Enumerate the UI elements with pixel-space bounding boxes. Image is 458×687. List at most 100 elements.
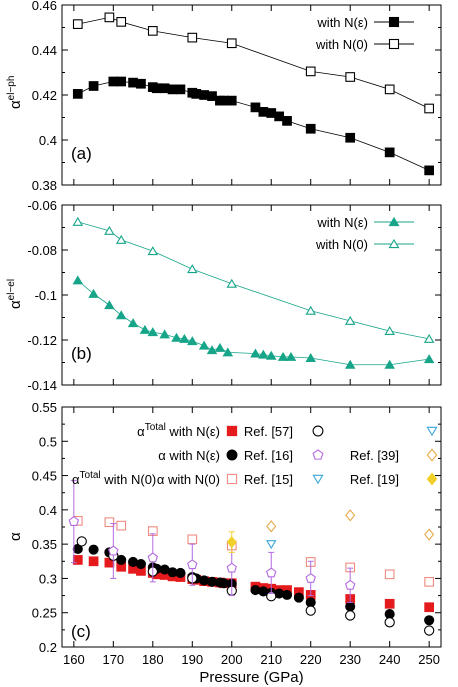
data-point	[72, 275, 84, 285]
legend-label: α with N(ε)	[158, 448, 220, 463]
y-tick-label: 0.2	[39, 640, 57, 655]
x-tick-label: 160	[63, 652, 85, 667]
legend-marker	[426, 426, 438, 437]
data-point	[127, 318, 139, 328]
data-point	[265, 540, 277, 550]
y-tick-label: -0.08	[27, 243, 57, 258]
legend-marker	[312, 425, 324, 437]
data-point	[108, 76, 119, 87]
data-point	[282, 116, 292, 126]
data-point	[345, 601, 356, 612]
data-point	[344, 579, 356, 590]
y-tick-label: 0.44	[32, 43, 57, 58]
plot-frame	[61, 4, 442, 186]
x-tick-label: 170	[102, 652, 124, 667]
y-tick-label: 0.5	[39, 434, 57, 449]
data-point	[159, 329, 170, 339]
panel-0: 0.38 0.4 0.42 0.44 0.46 αel−ph (a) with N(ε) wit…	[6, 0, 442, 193]
data-point	[258, 107, 269, 117]
x-tick-label: 180	[142, 652, 164, 667]
y-tick-label: -0.12	[27, 333, 57, 348]
y-tick-label: -0.06	[27, 198, 57, 213]
data-point	[424, 165, 435, 176]
panel-label: (b)	[71, 344, 92, 363]
data-point	[175, 567, 186, 578]
data-point	[135, 558, 147, 570]
legend-label: α with N(0)	[157, 472, 220, 487]
data-point	[250, 348, 261, 358]
y-tick-label: 0.4	[39, 503, 57, 518]
data-point	[139, 324, 151, 334]
data-point	[187, 559, 198, 570]
data-point	[115, 234, 127, 244]
y-tick-label: 0.42	[32, 88, 57, 103]
data-point	[199, 90, 209, 100]
data-point	[281, 589, 293, 600]
y-tick-label: -0.14	[27, 378, 57, 393]
data-point	[277, 351, 289, 361]
legend-label: Ref. [57]	[244, 424, 293, 439]
data-point	[191, 89, 202, 99]
panel-label: (c)	[71, 622, 91, 641]
series-4	[68, 479, 356, 603]
legend-label: Ref. [19]	[350, 472, 399, 487]
data-point	[104, 225, 115, 235]
data-point	[226, 38, 237, 49]
data-point	[68, 516, 80, 526]
data-point	[214, 342, 226, 352]
data-point	[222, 347, 234, 357]
y-tick-label: 0.46	[32, 0, 57, 13]
data-point	[226, 278, 238, 288]
data-point	[384, 84, 395, 95]
data-point	[198, 340, 210, 350]
series-7	[226, 531, 237, 553]
y-tick-label: 0.45	[32, 469, 57, 484]
data-point	[147, 26, 158, 36]
legend-tail: with N(0)	[101, 472, 157, 487]
data-point	[305, 605, 316, 616]
data-point	[147, 552, 159, 563]
data-point	[88, 81, 99, 91]
legend-label: with N(ε)	[316, 15, 368, 30]
series-2	[72, 515, 435, 587]
x-tick-label: 250	[418, 652, 440, 667]
data-point	[424, 528, 435, 541]
x-tick-label: 240	[379, 652, 401, 667]
data-point	[187, 534, 198, 545]
legend-label: Ref. [15]	[244, 472, 293, 487]
legend-marker	[388, 16, 400, 28]
legend-sup: Total	[145, 422, 166, 433]
data-point	[345, 610, 356, 621]
data-point	[344, 315, 356, 325]
x-axis-label: Pressure (GPa)	[199, 669, 303, 686]
y-tick-label: 0.4	[39, 133, 57, 148]
series-1	[72, 216, 435, 343]
data-point	[226, 95, 237, 106]
y-axis-label-sup: el−el	[6, 279, 17, 300]
data-point	[384, 326, 395, 335]
data-point	[258, 349, 269, 359]
data-point	[424, 577, 435, 587]
legend-marker	[312, 474, 324, 485]
data-point	[424, 103, 435, 114]
series-line	[77, 221, 430, 340]
data-point	[72, 19, 83, 29]
data-point	[345, 132, 356, 143]
data-point	[226, 535, 237, 549]
y-axis-label: αel−ph	[6, 76, 24, 109]
data-point	[345, 509, 356, 522]
data-point	[423, 333, 435, 343]
x-tick-label: 220	[300, 652, 322, 667]
y-axis-label: αel−el	[6, 279, 24, 309]
data-point	[285, 351, 297, 361]
data-point	[206, 345, 218, 355]
data-point	[305, 572, 316, 583]
y-tick-label: 0.25	[32, 606, 57, 621]
data-point	[187, 264, 198, 274]
panel-1: -0.14 -0.12 -0.1 -0.08 -0.06 αel−el (b) with N(…	[6, 198, 442, 393]
series-line	[77, 81, 430, 171]
data-point	[88, 544, 99, 555]
data-point	[424, 625, 435, 636]
data-point	[104, 12, 115, 23]
